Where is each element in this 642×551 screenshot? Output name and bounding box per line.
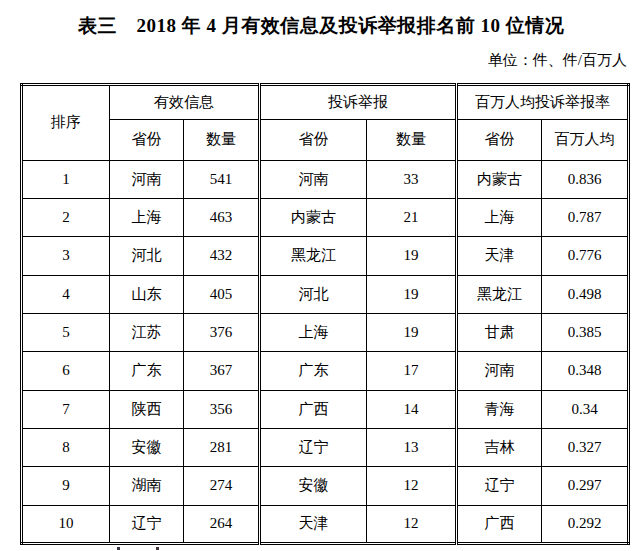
- header-complaint-province: 省份: [260, 120, 367, 160]
- rate-province-cell: 黑龙江: [457, 275, 542, 313]
- rate-province-cell: 内蒙古: [457, 160, 542, 198]
- valid-province-cell: 陕西: [110, 390, 184, 428]
- complaint-count-cell: 19: [367, 275, 457, 313]
- rank-cell: 2: [22, 198, 110, 236]
- header-rate-province: 省份: [457, 120, 542, 160]
- complaint-count-cell: 19: [367, 237, 457, 275]
- complaint-province-cell: 天津: [260, 505, 367, 543]
- rank-cell: 5: [22, 313, 110, 351]
- valid-province-cell: 辽宁: [110, 505, 184, 543]
- valid-count-cell: 376: [184, 313, 260, 351]
- complaint-count-cell: 14: [367, 390, 457, 428]
- table-row: 2 上海 463 内蒙古 21 上海 0.787: [22, 198, 629, 236]
- rank-cell: 8: [22, 428, 110, 466]
- rate-province-cell: 天津: [457, 237, 542, 275]
- valid-province-cell: 河南: [110, 160, 184, 198]
- header-group-row: 排序 有效信息 投诉举报 百万人均投诉举报率: [22, 85, 629, 120]
- rate-province-cell: 上海: [457, 198, 542, 236]
- rank-cell: 10: [22, 505, 110, 543]
- table-title: 表三 2018 年 4 月有效信息及投诉举报排名前 10 位情况: [0, 13, 642, 39]
- header-group-valid-info: 有效信息: [110, 85, 260, 120]
- rate-per-million-cell: 0.34: [542, 390, 629, 428]
- header-complaint-count: 数量: [367, 120, 457, 160]
- complaint-province-cell: 辽宁: [260, 428, 367, 466]
- valid-count-cell: 432: [184, 237, 260, 275]
- rate-per-million-cell: 0.327: [542, 428, 629, 466]
- table-row: 6 广东 367 广东 17 河南 0.348: [22, 352, 629, 390]
- valid-count-cell: 264: [184, 505, 260, 543]
- complaint-province-cell: 内蒙古: [260, 198, 367, 236]
- valid-count-cell: 356: [184, 390, 260, 428]
- ranking-table: 排序 有效信息 投诉举报 百万人均投诉举报率 省份 数量 省份 数量 省份 百万…: [20, 83, 630, 545]
- rank-cell: 6: [22, 352, 110, 390]
- complaint-province-cell: 河南: [260, 160, 367, 198]
- cutoff-text-fragment: [156, 547, 159, 550]
- complaint-count-cell: 12: [367, 467, 457, 505]
- valid-province-cell: 山东: [110, 275, 184, 313]
- table-row: 5 江苏 376 上海 19 甘肃 0.385: [22, 313, 629, 351]
- valid-count-cell: 463: [184, 198, 260, 236]
- header-group-complaints: 投诉举报: [260, 85, 457, 120]
- rate-per-million-cell: 0.787: [542, 198, 629, 236]
- valid-count-cell: 405: [184, 275, 260, 313]
- rank-cell: 9: [22, 467, 110, 505]
- rate-province-cell: 广西: [457, 505, 542, 543]
- table-row: 4 山东 405 河北 19 黑龙江 0.498: [22, 275, 629, 313]
- complaint-province-cell: 广西: [260, 390, 367, 428]
- valid-province-cell: 湖南: [110, 467, 184, 505]
- header-group-rate: 百万人均投诉举报率: [457, 85, 629, 120]
- rate-province-cell: 吉林: [457, 428, 542, 466]
- complaint-count-cell: 33: [367, 160, 457, 198]
- valid-province-cell: 河北: [110, 237, 184, 275]
- rank-cell: 1: [22, 160, 110, 198]
- rate-per-million-cell: 0.297: [542, 467, 629, 505]
- complaint-count-cell: 21: [367, 198, 457, 236]
- complaint-count-cell: 13: [367, 428, 457, 466]
- valid-count-cell: 274: [184, 467, 260, 505]
- rate-per-million-cell: 0.776: [542, 237, 629, 275]
- rate-per-million-cell: 0.498: [542, 275, 629, 313]
- header-rate-per-million: 百万人均: [542, 120, 629, 160]
- valid-count-cell: 541: [184, 160, 260, 198]
- complaint-province-cell: 广东: [260, 352, 367, 390]
- document-page: 表三 2018 年 4 月有效信息及投诉举报排名前 10 位情况 单位：件、件/…: [0, 0, 642, 551]
- complaint-province-cell: 安徽: [260, 467, 367, 505]
- unit-note: 单位：件、件/百万人: [488, 51, 627, 70]
- table-row: 1 河南 541 河南 33 内蒙古 0.836: [22, 160, 629, 198]
- header-valid-province: 省份: [110, 120, 184, 160]
- table-row: 9 湖南 274 安徽 12 辽宁 0.297: [22, 467, 629, 505]
- header-rank: 排序: [22, 85, 110, 161]
- complaint-province-cell: 河北: [260, 275, 367, 313]
- table-row: 3 河北 432 黑龙江 19 天津 0.776: [22, 237, 629, 275]
- valid-count-cell: 281: [184, 428, 260, 466]
- complaint-count-cell: 19: [367, 313, 457, 351]
- complaint-count-cell: 17: [367, 352, 457, 390]
- rate-per-million-cell: 0.292: [542, 505, 629, 543]
- rank-cell: 7: [22, 390, 110, 428]
- rate-province-cell: 青海: [457, 390, 542, 428]
- cutoff-text-fragment: [117, 547, 120, 550]
- header-valid-count: 数量: [184, 120, 260, 160]
- table-row: 10 辽宁 264 天津 12 广西 0.292: [22, 505, 629, 543]
- valid-count-cell: 367: [184, 352, 260, 390]
- header-sub-row: 省份 数量 省份 数量 省份 百万人均: [22, 120, 629, 160]
- rank-cell: 4: [22, 275, 110, 313]
- table-row: 8 安徽 281 辽宁 13 吉林 0.327: [22, 428, 629, 466]
- rate-per-million-cell: 0.385: [542, 313, 629, 351]
- complaint-province-cell: 黑龙江: [260, 237, 367, 275]
- rate-province-cell: 辽宁: [457, 467, 542, 505]
- rate-per-million-cell: 0.348: [542, 352, 629, 390]
- valid-province-cell: 上海: [110, 198, 184, 236]
- valid-province-cell: 安徽: [110, 428, 184, 466]
- complaint-count-cell: 12: [367, 505, 457, 543]
- rank-cell: 3: [22, 237, 110, 275]
- rate-per-million-cell: 0.836: [542, 160, 629, 198]
- table-row: 7 陕西 356 广西 14 青海 0.34: [22, 390, 629, 428]
- complaint-province-cell: 上海: [260, 313, 367, 351]
- valid-province-cell: 广东: [110, 352, 184, 390]
- valid-province-cell: 江苏: [110, 313, 184, 351]
- rate-province-cell: 河南: [457, 352, 542, 390]
- rate-province-cell: 甘肃: [457, 313, 542, 351]
